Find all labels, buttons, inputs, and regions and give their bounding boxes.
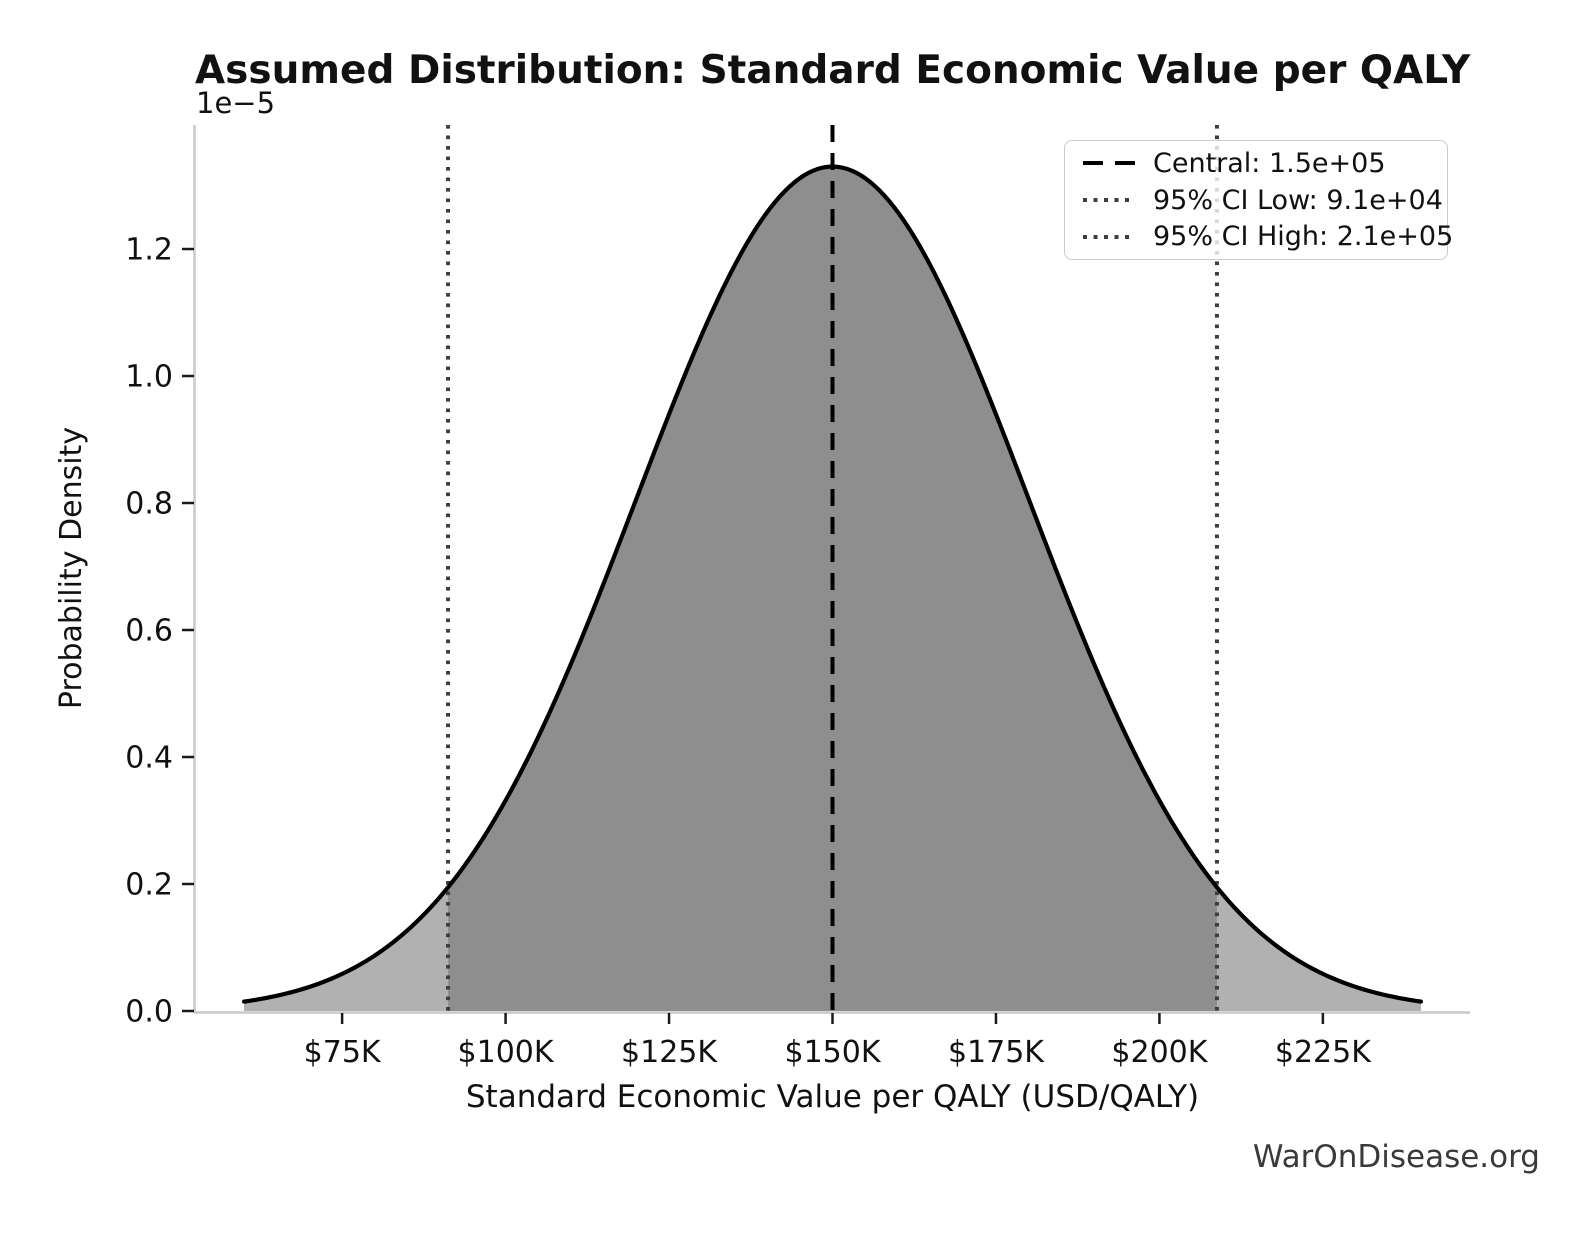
- x-tick-label: $75K: [304, 1035, 382, 1070]
- legend-label-ci-low: 95% CI Low: 9.1e+04: [1153, 184, 1443, 216]
- dotted-line-sample: [1083, 198, 1135, 202]
- x-tick-label: $225K: [1275, 1035, 1372, 1070]
- y-tick-label: 0.8: [125, 487, 173, 522]
- legend-item-ci-low: 95% CI Low: 9.1e+04: [1083, 182, 1443, 219]
- x-tick-label: $125K: [621, 1035, 718, 1070]
- watermark: WarOnDisease.org: [1252, 1139, 1540, 1175]
- x-tick-label: $100K: [458, 1035, 555, 1070]
- x-axis-label: Standard Economic Value per QALY (USD/QA…: [465, 1079, 1200, 1115]
- y-tick-label: 0.2: [125, 868, 173, 903]
- y-tick-label: 1.2: [125, 233, 173, 268]
- legend-label-ci-high: 95% CI High: 2.1e+05: [1153, 221, 1454, 253]
- y-tick-label: 0.4: [125, 741, 173, 776]
- density-curve: [241, 164, 1424, 1004]
- dashed-line-sample: [1083, 161, 1135, 166]
- y-axis-ticks: 0.0 0.2 0.4 0.6 0.8 1.0 1.2: [125, 233, 194, 1030]
- y-tick-label: 0.0: [125, 995, 173, 1030]
- x-axis-ticks: $75K $100K $125K $150K $175K $200K $225K: [304, 1013, 1372, 1070]
- legend-item-ci-high: 95% CI High: 2.1e+05: [1083, 218, 1453, 255]
- legend: Central: 1.5e+05 95% CI Low: 9.1e+04 95%…: [1064, 140, 1453, 260]
- y-tick-label: 0.6: [125, 614, 173, 649]
- legend-item-central: Central: 1.5e+05: [1083, 145, 1437, 182]
- y-tick-label: 1.0: [125, 360, 173, 395]
- dotted-line-sample: [1083, 234, 1135, 239]
- y-axis-offset-text: 1e−5: [196, 86, 276, 120]
- x-tick-label: $150K: [784, 1035, 881, 1070]
- legend-label-central: Central: 1.5e+05: [1153, 147, 1386, 179]
- chart-title: Assumed Distribution: Standard Economic …: [195, 48, 1471, 93]
- y-axis-label: Probability Density: [54, 426, 89, 710]
- x-tick-label: $200K: [1111, 1035, 1208, 1070]
- x-tick-label: $175K: [948, 1035, 1045, 1070]
